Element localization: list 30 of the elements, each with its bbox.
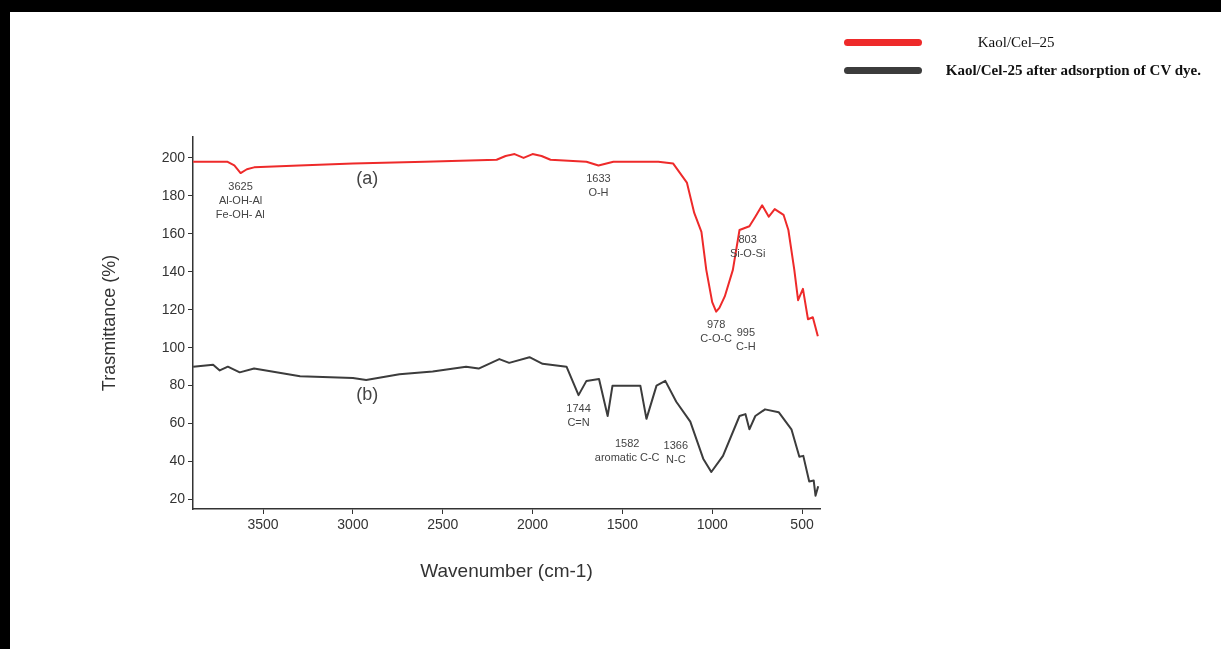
annotation: 1582 aromatic C-C [594, 436, 660, 463]
y-tick-label: 160 [161, 224, 186, 241]
x-tick-label: 3500 [247, 516, 279, 533]
x-tick-label: 2500 [427, 516, 459, 533]
x-tick-label: 1000 [696, 516, 728, 533]
annotation: 1366 N-C [663, 439, 689, 466]
x-tick-label: 3000 [337, 516, 369, 533]
text: Kaol/Cel–25 [977, 33, 1055, 51]
y-tick-label: 140 [161, 262, 186, 279]
annotation: 995 C-H [736, 326, 756, 353]
text: Kaol/Cel-25 after adsorption of CV dye. [945, 61, 1201, 79]
annotation: (b) [356, 383, 379, 404]
y-tick-label: 20 [169, 490, 186, 507]
y-tick-label: 100 [161, 338, 186, 355]
y-tick-label: 120 [161, 300, 186, 317]
annotation: 1633 O-H [586, 172, 611, 198]
y-axis-title: Trasmittance (%) [98, 254, 119, 392]
x-axis-title: Wavenumber (cm-1) [420, 559, 593, 581]
y-tick-label: 80 [169, 376, 186, 393]
y-tick-label: 200 [161, 148, 186, 165]
y-tick-label: 60 [169, 414, 186, 431]
annotation: (a) [356, 167, 379, 188]
annotation: 978 C-O-C [700, 318, 733, 345]
y-tick-label: 40 [169, 452, 186, 469]
annotation: 1744 C=N [566, 401, 591, 428]
x-tick-label: 1500 [606, 516, 639, 533]
y-tick-label: 180 [161, 186, 186, 203]
annotation: 3625 Al-OH-Al Fe-OH- Al [215, 179, 265, 220]
x-tick-label: 2000 [516, 516, 549, 533]
x-tick-label: 500 [790, 516, 814, 533]
